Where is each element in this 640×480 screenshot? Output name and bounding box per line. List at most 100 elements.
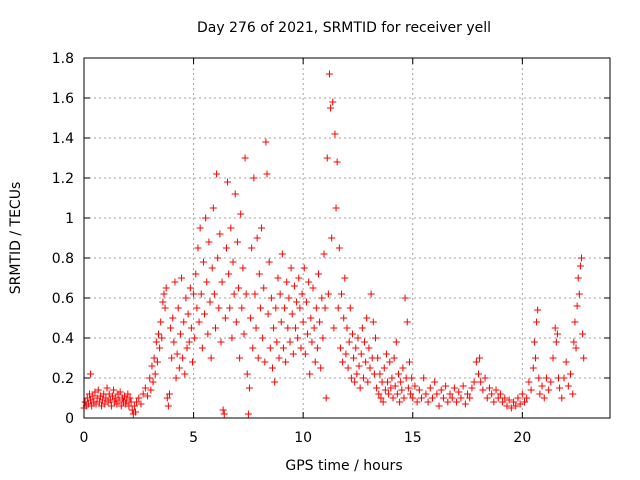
data-point (479, 386, 487, 394)
data-point (415, 386, 423, 394)
data-point (348, 330, 356, 338)
data-point (345, 338, 353, 346)
data-point (254, 354, 262, 362)
data-point (151, 370, 159, 378)
data-point (207, 354, 215, 362)
axis-ticks: 0 0.2 0.4 0.6 0.8 1 1.2 1.4 1.6 1.8 0 5 10 15 20 (52, 51, 610, 446)
data-point (505, 396, 513, 404)
data-point (167, 324, 175, 332)
plot-frame (83, 57, 611, 419)
data-point (313, 344, 321, 352)
y-tick-label: 1.2 (52, 171, 74, 187)
x-tick-label: 15 (404, 430, 422, 446)
data-point (133, 398, 141, 406)
data-point (272, 304, 280, 312)
data-point (579, 330, 587, 338)
data-point (380, 364, 388, 372)
data-point (165, 390, 173, 398)
data-point (516, 400, 524, 408)
data-point (181, 370, 189, 378)
data-point (367, 290, 375, 298)
data-point (323, 154, 331, 162)
data-point (308, 338, 316, 346)
grid-lines (84, 58, 610, 418)
data-point (174, 304, 182, 312)
data-point (117, 402, 125, 410)
data-point (190, 290, 198, 298)
data-point (263, 170, 271, 178)
data-point (191, 334, 199, 342)
data-point (435, 402, 443, 410)
data-point (239, 264, 247, 272)
data-point (395, 370, 403, 378)
data-point (237, 210, 245, 218)
data-point (267, 294, 275, 302)
data-point (333, 158, 341, 166)
data-point (422, 390, 430, 398)
data-point (110, 386, 118, 394)
x-tick-label: 20 (513, 430, 531, 446)
data-point (300, 264, 308, 272)
data-point (464, 390, 472, 398)
data-point (311, 358, 319, 366)
data-point (168, 354, 176, 362)
data-point (194, 244, 202, 252)
data-point (183, 344, 191, 352)
data-point (163, 394, 171, 402)
data-point (494, 394, 502, 402)
data-point (182, 294, 190, 302)
data-point (310, 324, 318, 332)
data-point (340, 314, 348, 322)
data-point (170, 338, 178, 346)
data-point (536, 390, 544, 398)
data-point (576, 262, 584, 270)
data-point (107, 402, 115, 410)
data-point (560, 374, 568, 382)
data-point (331, 130, 339, 138)
data-point (157, 318, 165, 326)
data-point (192, 270, 200, 278)
data-point (325, 70, 333, 78)
data-point (315, 270, 323, 278)
y-tick-label: 1.6 (52, 91, 74, 107)
data-point (208, 264, 216, 272)
data-point (501, 394, 509, 402)
data-point (573, 302, 581, 310)
data-point (270, 324, 278, 332)
data-point (488, 390, 496, 398)
data-point (477, 378, 485, 386)
data-point (106, 396, 114, 404)
data-point (510, 398, 518, 406)
data-point (431, 378, 439, 386)
x-tick-label: 10 (294, 430, 312, 446)
data-point (354, 334, 362, 342)
data-point (552, 338, 560, 346)
data-point (404, 384, 412, 392)
data-point (373, 384, 381, 392)
data-point (271, 378, 279, 386)
data-point (319, 334, 327, 342)
data-point (152, 338, 160, 346)
data-point (523, 394, 531, 402)
data-point (199, 258, 207, 266)
data-point (260, 284, 268, 292)
data-point (420, 374, 428, 382)
data-point (512, 402, 520, 410)
data-point (164, 402, 172, 410)
data-point (538, 382, 546, 390)
data-point (338, 290, 346, 298)
data-point (180, 318, 188, 326)
data-point (567, 370, 575, 378)
data-point (318, 294, 326, 302)
y-tick-label: 1.4 (52, 131, 74, 147)
data-point (388, 374, 396, 382)
data-point (261, 358, 269, 366)
y-tick-label: 1.8 (52, 51, 74, 67)
data-point (306, 370, 314, 378)
data-point (253, 234, 261, 242)
data-point (229, 258, 237, 266)
data-point (139, 390, 147, 398)
data-point (286, 338, 294, 346)
data-point (371, 334, 379, 342)
data-point (574, 274, 582, 282)
